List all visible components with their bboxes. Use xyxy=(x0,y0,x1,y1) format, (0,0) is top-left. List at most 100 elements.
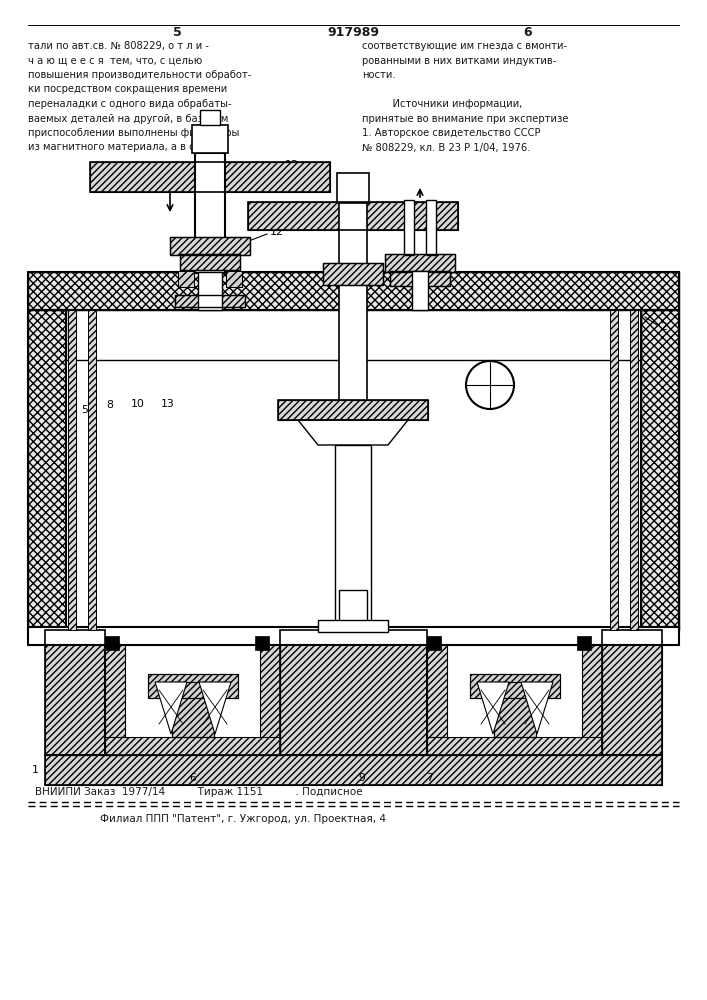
Polygon shape xyxy=(477,682,509,734)
Bar xyxy=(88,310,96,630)
Text: 917989: 917989 xyxy=(327,26,379,39)
Text: 10: 10 xyxy=(131,399,145,409)
Bar xyxy=(45,630,105,755)
Bar xyxy=(148,674,238,698)
Bar xyxy=(412,271,428,310)
Bar xyxy=(148,674,238,698)
Bar xyxy=(172,682,214,737)
Bar xyxy=(68,310,76,630)
Bar xyxy=(494,682,536,737)
Bar xyxy=(88,310,96,630)
Bar xyxy=(427,636,441,650)
Bar xyxy=(68,310,76,630)
Text: ВНИИПИ Заказ  1977/14          Тираж 1151          . Подписное: ВНИИПИ Заказ 1977/14 Тираж 1151 . Подпис… xyxy=(35,787,363,797)
Polygon shape xyxy=(199,682,231,734)
Text: приспособлении выполнены фиксаторы: приспособлении выполнены фиксаторы xyxy=(28,128,240,138)
Bar xyxy=(178,271,194,287)
Bar xyxy=(105,630,280,755)
Text: 1. Авторское свидетельство СССР: 1. Авторское свидетельство СССР xyxy=(362,128,540,138)
Bar xyxy=(170,237,250,255)
Bar xyxy=(226,271,242,287)
Text: 6: 6 xyxy=(189,773,197,783)
Bar xyxy=(280,630,427,755)
Bar xyxy=(427,630,447,755)
Bar xyxy=(45,755,662,785)
Bar xyxy=(337,173,369,203)
Bar xyxy=(385,254,455,272)
Text: из магнитного материала, а в столе -: из магнитного материала, а в столе - xyxy=(28,142,226,152)
Circle shape xyxy=(466,361,514,409)
Bar xyxy=(602,630,662,755)
Bar xyxy=(278,400,428,420)
Bar xyxy=(195,153,225,273)
Bar xyxy=(66,310,641,360)
Bar xyxy=(494,682,536,737)
Bar xyxy=(172,682,214,737)
Bar xyxy=(192,125,228,153)
Bar xyxy=(339,200,367,420)
Bar xyxy=(226,271,242,287)
Text: 11: 11 xyxy=(331,407,345,417)
Bar xyxy=(470,674,560,698)
Bar xyxy=(248,202,458,230)
Text: 4: 4 xyxy=(407,405,414,415)
Text: тали по авт.св. № 808229, о т л и -: тали по авт.св. № 808229, о т л и - xyxy=(28,41,209,51)
Bar xyxy=(582,630,602,755)
Bar xyxy=(175,295,245,307)
Bar xyxy=(426,200,436,255)
Bar xyxy=(178,271,194,287)
Text: № 808229, кл. В 23 Р 1/04, 1976.: № 808229, кл. В 23 Р 1/04, 1976. xyxy=(362,142,530,152)
Text: 3: 3 xyxy=(629,400,636,410)
Polygon shape xyxy=(298,420,408,445)
Bar xyxy=(45,630,105,755)
Bar xyxy=(175,295,245,307)
Bar xyxy=(180,254,240,270)
Bar xyxy=(339,590,367,630)
Text: принятые во внимание при экспертизе: принятые во внимание при экспертизе xyxy=(362,113,568,123)
Bar xyxy=(630,310,638,630)
Text: рованными в них витками индуктив-: рованными в них витками индуктив- xyxy=(362,55,556,66)
Text: ч а ю щ е е с я  тем, что, с целью: ч а ю щ е е с я тем, что, с целью xyxy=(28,55,202,66)
Bar xyxy=(66,310,641,360)
Bar xyxy=(385,254,455,272)
Bar xyxy=(278,400,428,420)
Polygon shape xyxy=(521,682,553,734)
Bar xyxy=(630,310,638,630)
Bar xyxy=(260,630,280,755)
Text: ваемых деталей на другой, в базовом: ваемых деталей на другой, в базовом xyxy=(28,113,228,123)
Bar xyxy=(404,200,414,255)
Text: соответствующие им гнезда с вмонти-: соответствующие им гнезда с вмонти- xyxy=(362,41,567,51)
Bar xyxy=(28,272,679,310)
Bar xyxy=(248,202,458,230)
Text: 8: 8 xyxy=(107,400,113,410)
Bar xyxy=(105,737,280,755)
Text: 12: 12 xyxy=(285,160,299,170)
Text: 7: 7 xyxy=(426,773,433,783)
Bar xyxy=(66,310,641,630)
Bar xyxy=(90,162,330,192)
Text: Источники информации,: Источники информации, xyxy=(380,99,522,109)
Bar xyxy=(641,310,679,630)
Bar xyxy=(641,310,679,630)
Bar xyxy=(105,636,119,650)
Text: 12: 12 xyxy=(270,227,284,237)
Bar xyxy=(66,360,641,630)
Text: 5: 5 xyxy=(81,405,88,415)
Bar xyxy=(610,310,618,630)
Text: Филиал ППП "Патент", г. Ужгород, ул. Проектная, 4: Филиал ППП "Патент", г. Ужгород, ул. Про… xyxy=(100,814,386,824)
Bar xyxy=(255,636,269,650)
Bar xyxy=(45,755,662,785)
Bar xyxy=(577,636,591,650)
Bar xyxy=(323,263,383,285)
Bar xyxy=(198,272,222,310)
Polygon shape xyxy=(155,682,187,734)
Bar xyxy=(335,445,371,630)
Bar xyxy=(90,162,330,192)
Bar xyxy=(390,271,450,286)
Bar xyxy=(28,310,66,630)
Bar xyxy=(170,237,250,255)
Bar xyxy=(200,110,220,125)
Bar xyxy=(105,630,125,755)
Text: 6: 6 xyxy=(524,26,532,39)
Bar xyxy=(427,737,602,755)
